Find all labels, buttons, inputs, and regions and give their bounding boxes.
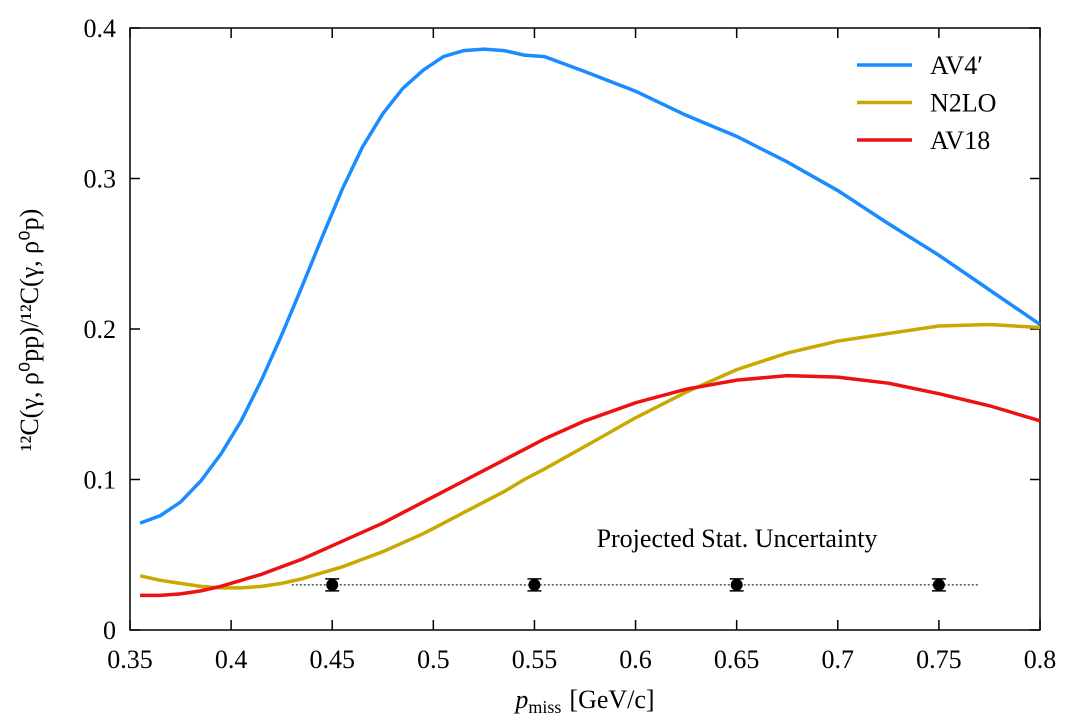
y-tick-label: 0.1 [84,466,117,495]
annotation: Projected Stat. Uncertainty [597,524,878,553]
error-point [528,578,541,591]
x-axis-label: pmiss [GeV/c] [513,685,654,717]
legend-label: AV4′ [930,51,983,80]
legend-label: AV18 [930,126,990,155]
x-label-unit: [GeV/c] [569,685,654,714]
legend-label: N2LO [930,89,996,118]
y-axis-label: ¹²C(γ, ρ⁰pp)/¹²C(γ, ρ⁰p) [15,209,44,452]
y-tick-label: 0.3 [84,165,117,194]
plot-frame [129,27,1041,631]
y-tick-label: 0 [103,616,116,645]
series-line [139,47,1041,525]
y-tick-label: 0.4 [84,14,117,43]
error-point [932,578,945,591]
x-tick-label: 0.4 [215,645,248,674]
x-tick-label: 0.35 [107,645,153,674]
error-point [326,578,339,591]
x-tick-label: 0.6 [619,645,652,674]
series-line [140,373,1041,598]
x-tick-label: 0.65 [714,645,760,674]
y-tick-label: 0.2 [84,315,117,344]
x-tick-label: 0.8 [1024,645,1057,674]
x-label-subscript: miss [528,697,561,717]
x-tick-label: 0.45 [309,645,355,674]
x-tick-label: 0.7 [822,645,855,674]
series-line [139,322,1041,590]
x-tick-label: 0.55 [512,645,558,674]
x-tick-label: 0.5 [417,645,450,674]
x-label-symbol: p [513,685,528,714]
x-tick-label: 0.75 [916,645,962,674]
error-point [730,578,743,591]
